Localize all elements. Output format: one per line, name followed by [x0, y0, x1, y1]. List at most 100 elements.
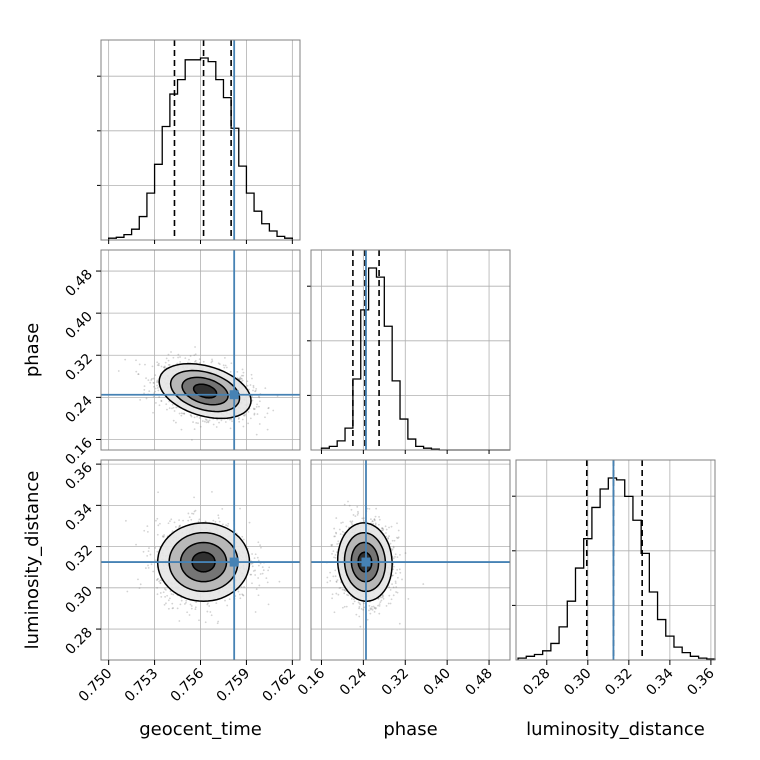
sample-point — [391, 583, 393, 586]
sample-point — [382, 595, 385, 597]
sample-point — [247, 411, 250, 413]
sample-point — [339, 533, 342, 536]
sample-point — [254, 553, 257, 556]
sample-point — [256, 413, 259, 415]
sample-point — [387, 537, 390, 539]
sample-point — [373, 606, 376, 609]
sample-point — [180, 412, 183, 415]
sample-point — [227, 522, 230, 525]
sample-point — [139, 583, 142, 586]
contour-line — [169, 369, 241, 413]
sample-point — [251, 582, 253, 585]
sample-point — [375, 607, 377, 609]
sample-point — [239, 376, 242, 379]
sample-point — [198, 358, 201, 361]
sample-point — [255, 588, 258, 591]
sample-point — [252, 389, 254, 392]
sample-point — [374, 607, 377, 610]
sample-point — [378, 516, 380, 518]
sample-point — [216, 418, 219, 421]
sample-point — [377, 523, 380, 526]
sample-point — [190, 518, 193, 521]
sample-point — [251, 565, 254, 568]
sample-point — [389, 602, 392, 605]
sample-point — [163, 366, 166, 369]
sample-point — [391, 574, 394, 577]
sample-point — [353, 600, 356, 603]
sample-point — [252, 384, 255, 387]
sample-point — [198, 518, 201, 521]
contour-line — [336, 522, 393, 602]
sample-point — [255, 387, 258, 390]
sample-point — [152, 411, 154, 414]
sample-point — [171, 407, 173, 410]
sample-point — [336, 543, 339, 545]
sample-point — [368, 507, 371, 510]
sample-point — [152, 382, 155, 384]
sample-point — [346, 593, 348, 596]
sample-point — [171, 403, 174, 406]
sample-point — [178, 412, 181, 415]
sample-point — [334, 569, 337, 572]
sample-point — [397, 536, 400, 539]
sample-point — [156, 379, 159, 382]
sample-point — [178, 620, 181, 622]
sample-point — [201, 420, 204, 422]
panel-background — [311, 250, 510, 450]
sample-point — [164, 365, 166, 368]
sample-point — [163, 534, 165, 536]
sample-point — [155, 579, 158, 582]
x-tick-label: 0.24 — [337, 665, 370, 698]
sample-point — [369, 518, 372, 521]
panel-frame — [310, 249, 511, 451]
sample-point — [248, 521, 251, 524]
sample-point — [192, 512, 195, 515]
sample-point — [165, 602, 167, 605]
sample-point — [396, 576, 399, 579]
sample-point — [258, 584, 261, 587]
sample-point — [388, 586, 391, 589]
sample-point — [180, 428, 183, 431]
y-tick-label: 0.34 — [62, 501, 95, 534]
sample-point — [204, 418, 207, 421]
sample-point — [225, 366, 228, 369]
contour-line — [343, 531, 387, 593]
sample-point — [396, 569, 399, 571]
sample-point — [369, 612, 372, 615]
x-tick-label: 0.16 — [295, 665, 328, 698]
sample-point — [189, 355, 192, 357]
contour-line — [350, 541, 380, 583]
x-axis-label-phase: phase — [383, 719, 437, 740]
sample-point — [329, 571, 332, 574]
sample-point — [387, 602, 390, 605]
sample-point — [217, 514, 220, 517]
x-tick-label: 0.48 — [463, 666, 496, 699]
sample-point — [388, 594, 391, 597]
sample-point — [143, 389, 146, 391]
sample-point — [360, 607, 363, 610]
sample-point — [334, 556, 337, 559]
sample-point — [335, 592, 338, 595]
y-axis-label-luminosity-distance: luminosity_distance — [22, 471, 43, 650]
sample-point — [259, 562, 262, 565]
sample-point — [369, 608, 372, 611]
sample-point — [206, 603, 209, 606]
sample-point — [196, 415, 198, 418]
sample-point — [366, 507, 369, 510]
sample-point — [343, 592, 346, 595]
sample-point — [241, 418, 244, 421]
sample-point — [228, 418, 231, 421]
sample-point — [334, 575, 337, 578]
sample-point — [331, 543, 334, 546]
sample-point — [147, 379, 150, 382]
sample-point — [326, 576, 329, 579]
sample-point — [224, 364, 227, 367]
sample-point — [142, 550, 145, 553]
sample-point — [394, 572, 397, 575]
sample-point — [251, 395, 253, 398]
sample-point — [229, 370, 232, 373]
sample-point — [167, 353, 170, 356]
sample-point — [335, 532, 338, 535]
sample-point — [394, 580, 397, 583]
sample-point — [176, 607, 179, 610]
